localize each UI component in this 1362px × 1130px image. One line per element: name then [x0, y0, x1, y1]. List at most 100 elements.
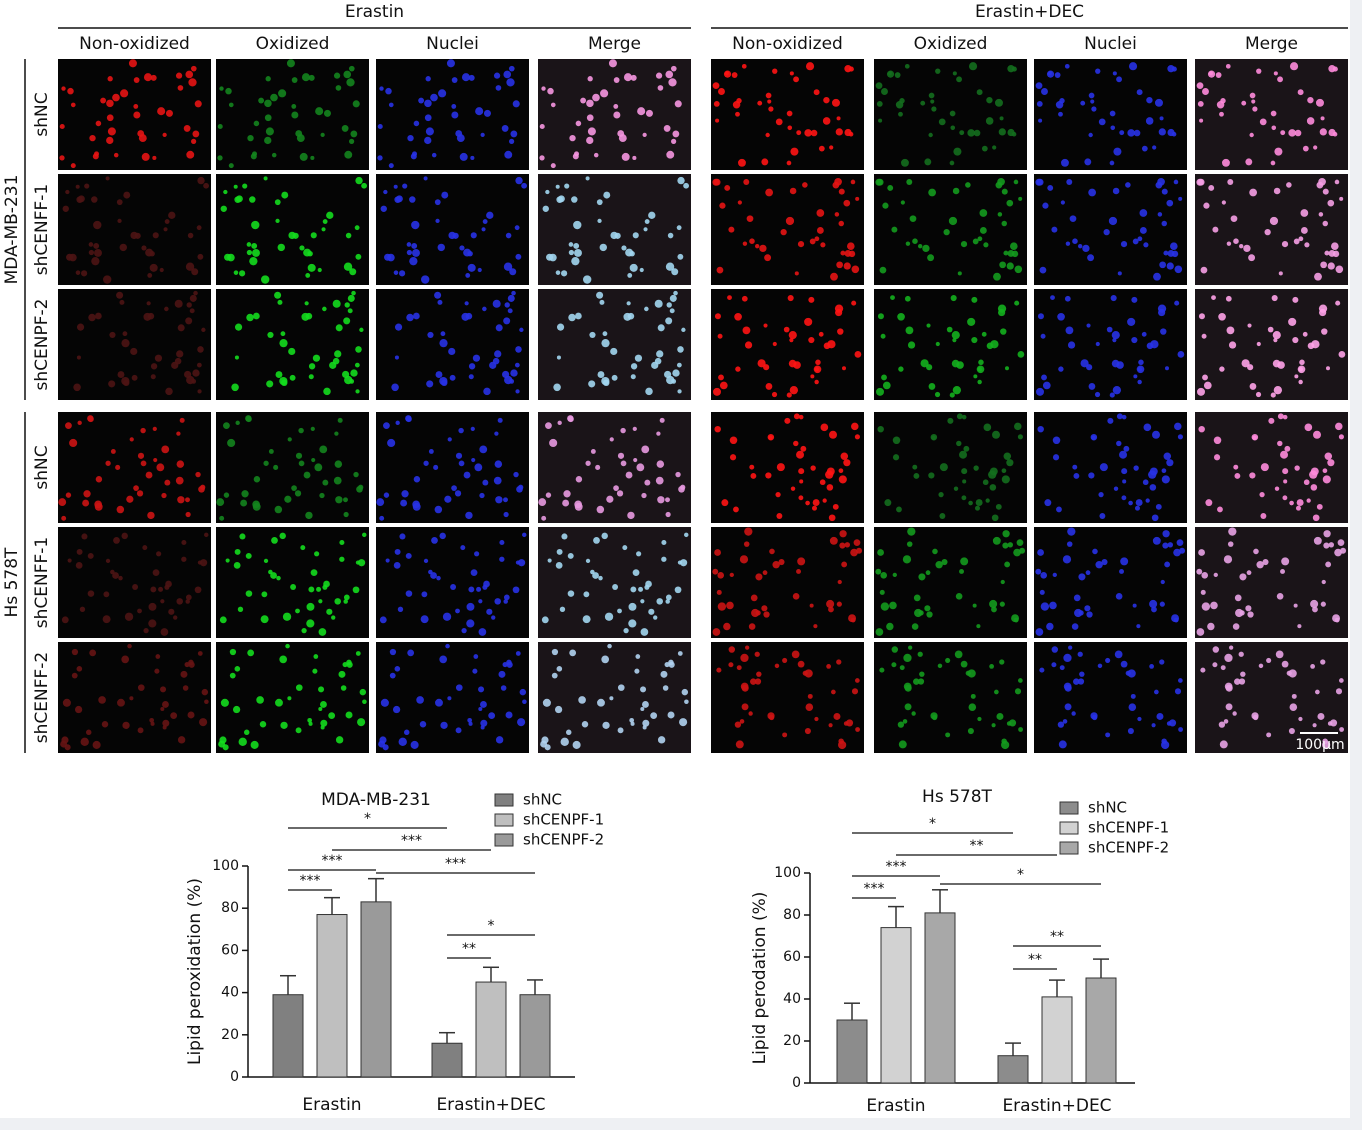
cell — [1306, 117, 1315, 125]
cell — [379, 616, 387, 624]
cell — [346, 661, 353, 668]
cell — [632, 155, 637, 161]
cell — [500, 685, 507, 691]
cell — [775, 118, 783, 126]
cell — [1073, 473, 1080, 479]
cell — [105, 558, 111, 564]
cell — [1297, 365, 1306, 374]
cell — [227, 438, 236, 448]
cell — [406, 249, 413, 256]
cell — [848, 614, 857, 623]
cell — [598, 575, 603, 581]
cell — [960, 660, 968, 668]
cell — [844, 542, 851, 548]
cell — [102, 615, 111, 624]
cell — [160, 599, 165, 604]
cell — [1128, 703, 1137, 711]
cell — [340, 685, 347, 691]
cell — [249, 196, 256, 203]
cell — [333, 72, 341, 79]
cell — [1111, 331, 1120, 340]
cell — [460, 545, 466, 551]
cell — [478, 628, 487, 636]
cell — [836, 659, 842, 665]
cell — [823, 96, 830, 104]
cell — [906, 541, 913, 547]
cell — [899, 665, 905, 671]
cell — [176, 598, 183, 605]
cell — [332, 299, 341, 308]
cell — [1251, 433, 1259, 441]
cell — [1157, 212, 1163, 217]
cell — [1018, 196, 1023, 201]
cell — [997, 304, 1007, 313]
cell — [545, 422, 552, 430]
cell — [601, 655, 610, 664]
cell — [1122, 479, 1127, 484]
cell — [735, 111, 740, 117]
cell — [426, 380, 434, 388]
cell — [185, 317, 193, 325]
cell — [620, 460, 627, 467]
cell — [905, 241, 911, 246]
cell — [1166, 199, 1174, 207]
y-tick-label: 60 — [783, 949, 801, 965]
cell — [1246, 570, 1252, 576]
cell — [634, 354, 643, 362]
cell — [890, 295, 895, 301]
cell — [765, 92, 772, 99]
significance-label: ** — [462, 941, 476, 957]
significance-label: *** — [864, 881, 885, 897]
cell — [1320, 116, 1325, 121]
cell — [1128, 500, 1133, 506]
legend-swatch — [494, 833, 514, 847]
cell — [719, 381, 728, 390]
cell — [992, 536, 1001, 545]
cell — [1212, 646, 1220, 653]
cell — [625, 248, 634, 257]
cell — [1275, 650, 1284, 659]
cell — [843, 262, 851, 270]
cell — [768, 106, 774, 112]
cell — [772, 561, 780, 569]
cell — [1095, 561, 1103, 569]
cell — [972, 238, 979, 245]
cell — [1288, 728, 1295, 735]
cell — [611, 374, 618, 381]
cell — [829, 145, 834, 150]
cell — [88, 249, 95, 256]
cell — [413, 120, 420, 127]
cell — [739, 719, 745, 724]
cell — [761, 158, 769, 166]
cell — [1320, 261, 1328, 269]
cell — [717, 602, 727, 611]
cell — [495, 496, 503, 504]
cell — [1163, 250, 1169, 256]
cell — [385, 87, 392, 95]
cell — [1245, 158, 1253, 166]
scale-bar-label: 100μm — [1295, 737, 1344, 753]
cell — [311, 457, 316, 463]
cell — [1164, 561, 1171, 568]
cell — [1327, 459, 1335, 467]
cell — [501, 125, 509, 132]
cell — [168, 608, 175, 615]
cell — [192, 130, 200, 138]
cell — [965, 670, 971, 676]
cell — [285, 643, 290, 649]
cell — [783, 326, 790, 333]
cell — [836, 601, 842, 607]
cell — [73, 383, 81, 392]
cell — [677, 253, 684, 260]
cell — [668, 78, 677, 87]
cell — [809, 603, 814, 608]
cell — [1073, 594, 1081, 602]
cell — [430, 93, 438, 102]
cell — [455, 608, 460, 614]
cell — [1042, 202, 1049, 209]
cell — [973, 465, 979, 471]
cell — [818, 331, 824, 337]
cell — [517, 559, 526, 567]
row-label: shCENFF-1 — [32, 537, 52, 628]
cell — [346, 78, 355, 87]
